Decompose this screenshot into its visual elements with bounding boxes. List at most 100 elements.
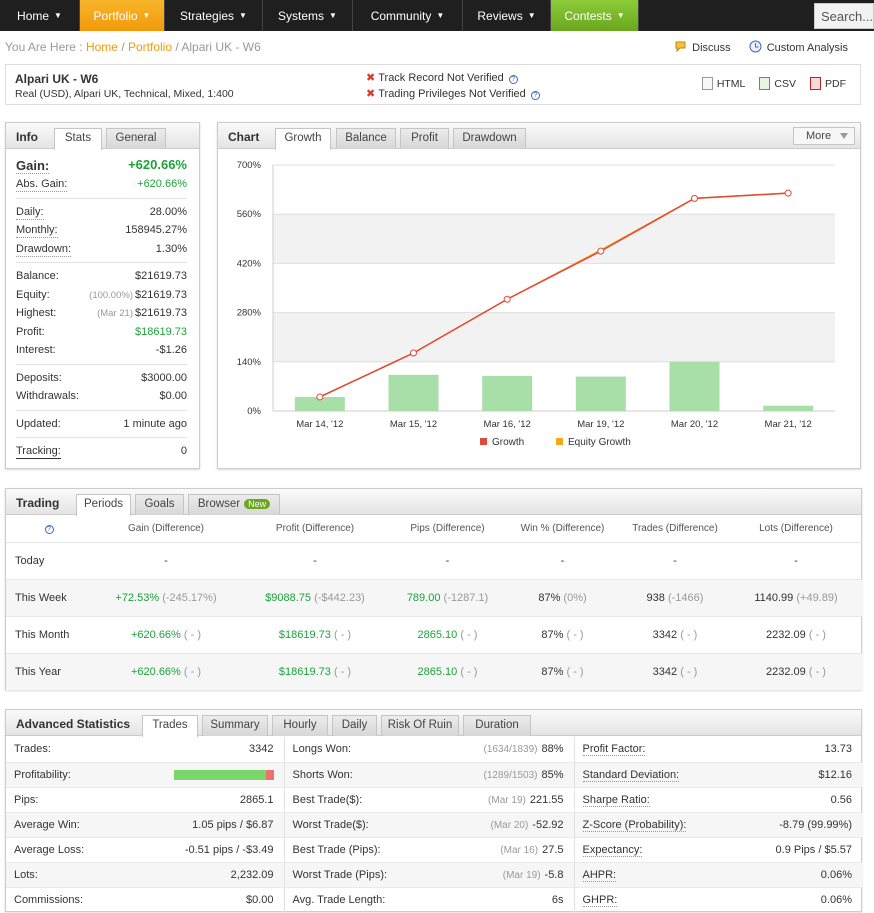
stat-label-link[interactable]: Standard Deviation: [574, 762, 724, 788]
more-dropdown[interactable]: More [793, 127, 855, 145]
tab-daily[interactable]: Daily [332, 715, 377, 736]
x-tick-label: Mar 21, '12 [765, 419, 812, 430]
stat-label-link[interactable]: Z-Score (Probability): [574, 812, 724, 838]
withdrawals-row: Withdrawals: $0.00 [16, 387, 187, 406]
growth-line [319, 192, 789, 398]
pips-value: 2865.10 [417, 628, 458, 641]
chevron-down-icon: ▼ [329, 11, 337, 20]
help-icon[interactable]: ? [530, 91, 540, 100]
col-gain: Gain (Difference) [92, 516, 240, 543]
discuss-link[interactable]: Discuss [674, 40, 731, 54]
tab-trades[interactable]: Trades [142, 715, 198, 737]
export-html-button[interactable]: HTML [701, 77, 745, 90]
growth-chart: 0% 140% 280% 420% 560% 700% Mar 14, '12 Mar 15,… [237, 160, 835, 448]
custom-analysis-label: Custom Analysis [766, 42, 848, 54]
pips-difference: ( - ) [460, 628, 478, 641]
tracking-link[interactable]: Tracking: [16, 445, 61, 459]
trades-value: - [673, 554, 677, 567]
tab-balance[interactable]: Balance [336, 128, 396, 149]
stat-label-link[interactable]: Sharpe Ratio: [574, 787, 724, 813]
y-tick-label: 420% [237, 258, 262, 269]
col-win: Win % (Difference) [505, 516, 620, 543]
tab-stats[interactable]: Stats [54, 128, 102, 150]
nav-portfolio[interactable]: Portfolio ▼ [80, 0, 165, 31]
profit-difference: ( - ) [333, 665, 352, 678]
tab-hourly[interactable]: Hourly [272, 715, 328, 736]
cell-trades: 938 (-1466) [620, 579, 730, 617]
updated-label: Updated: [16, 417, 61, 430]
stat-cell: (Mar 16) 27.5 [424, 837, 575, 863]
breadcrumb-prefix: You Are Here : [5, 40, 83, 54]
nav-community[interactable]: Community ▼ [353, 0, 463, 31]
cell-gain: +620.66% ( - ) [92, 653, 240, 691]
tab-profit[interactable]: Profit [400, 128, 449, 149]
stat-value: -0.51 pips / -$3.49 [184, 843, 274, 856]
custom-analysis-link[interactable]: Custom Analysis [749, 40, 848, 54]
cell-gain: - [92, 542, 240, 580]
stat-value: -8.79 (99.99%) [724, 812, 862, 838]
bar [575, 376, 626, 411]
profit-value: $18619.73 [135, 325, 187, 338]
stat-value: 13.73 [724, 737, 862, 763]
tab-drawdown[interactable]: Drawdown [453, 128, 526, 149]
export-pdf-button[interactable]: PDF [810, 77, 846, 90]
stat-label-link[interactable]: Profit Factor: [574, 737, 724, 763]
tab-duration[interactable]: Duration [463, 715, 531, 736]
lots-difference: ( - ) [808, 665, 826, 678]
tab-summary[interactable]: Summary [202, 715, 268, 736]
growth-point [410, 349, 417, 357]
trades-value: 3342 [652, 628, 678, 641]
legend-label: Growth [492, 437, 524, 448]
nav-home[interactable]: Home ▼ [0, 0, 80, 31]
help-icon[interactable]: ? [6, 516, 92, 543]
stat-label-link[interactable]: Expectancy: [574, 837, 724, 863]
stat-cell: (1289/1503) 85% [424, 762, 575, 788]
drawdown-label: Drawdown: [16, 242, 72, 257]
chat-icon [674, 40, 687, 53]
x-tick-label: Mar 20, '12 [671, 419, 718, 430]
growth-point [316, 393, 324, 401]
stat-label: Sharpe Ratio: [582, 793, 650, 807]
nav-reviews[interactable]: Reviews ▼ [463, 0, 551, 31]
abs-gain-value: +620.66% [137, 178, 187, 190]
breadcrumb-portfolio-link[interactable]: Portfolio [128, 40, 173, 54]
highest-row: Highest: (Mar 21) $21619.73 [16, 304, 187, 323]
stat-cell: (1634/1839) 88% [424, 737, 575, 763]
cell-win: 87% ( - ) [505, 653, 620, 691]
stat-value: $12.16 [724, 762, 862, 788]
pdf-file-icon [810, 77, 821, 90]
export-links: HTML CSV PDF [701, 77, 846, 90]
stat-cell: (Mar 20) -52.92 [424, 812, 575, 838]
pips-difference: (-1287.1) [443, 591, 489, 604]
help-icon-glyph: ? [44, 525, 54, 535]
tab-growth[interactable]: Growth [275, 128, 331, 150]
tab-browser[interactable]: Browser New [188, 494, 280, 515]
x-tick-label: Mar 16, '12 [484, 419, 531, 430]
more-label: More [806, 130, 832, 142]
search-input[interactable]: Search... [814, 3, 874, 29]
stat-label: Average Win: [6, 812, 136, 838]
gain-difference: ( - ) [183, 628, 202, 641]
stat-label: Best Trade($): [284, 787, 424, 813]
export-csv-button[interactable]: CSV [759, 77, 796, 90]
tab-general[interactable]: General [106, 128, 166, 149]
nav-strategies[interactable]: Strategies ▼ [165, 0, 263, 31]
top-actions: Discuss Custom Analysis [674, 40, 848, 54]
breadcrumb-home-link[interactable]: Home [85, 40, 118, 54]
growth-point [503, 295, 511, 303]
gain-value: +620.66% [128, 157, 187, 172]
csv-file-icon [759, 77, 771, 90]
stat-label-link[interactable]: AHPR: [574, 862, 724, 888]
stat-label: Best Trade (Pips): [284, 837, 424, 863]
nav-contests[interactable]: Contests ▼ [551, 0, 639, 31]
breadcrumb-separator: / [121, 40, 125, 54]
help-icon[interactable]: ? [508, 75, 518, 84]
stat-label-link[interactable]: GHPR: [574, 887, 724, 913]
tab-periods[interactable]: Periods [76, 494, 131, 516]
tab-goals[interactable]: Goals [135, 494, 184, 515]
stat-value: 3342 [249, 743, 274, 756]
nav-systems[interactable]: Systems ▼ [263, 0, 353, 31]
tab-risk-of-ruin[interactable]: Risk Of Ruin [381, 715, 459, 736]
trading-panel: Trading Periods Goals Browser New ? Gain … [5, 488, 862, 691]
balance-row: Balance: $21619.73 [16, 267, 187, 286]
